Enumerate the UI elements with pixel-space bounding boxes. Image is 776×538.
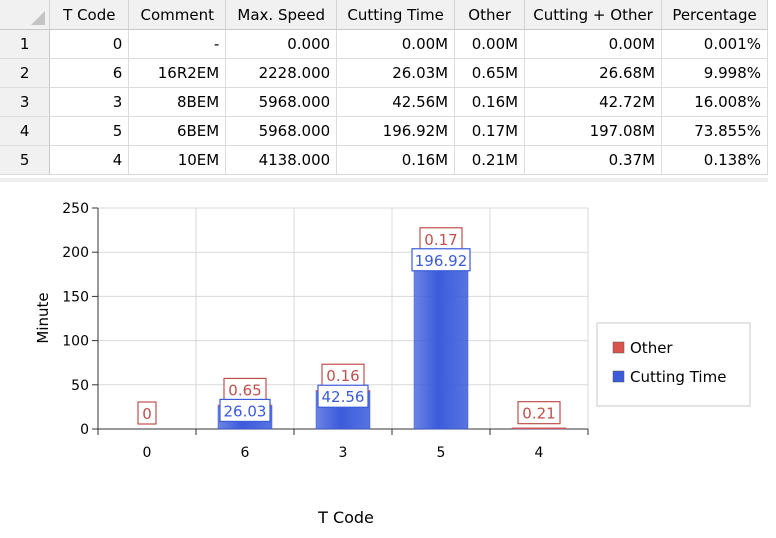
other-data-label: 0.21 <box>522 405 555 423</box>
row-number[interactable]: 3 <box>0 87 51 117</box>
cell-percentage[interactable]: 0.001% <box>661 29 768 59</box>
cell-cutting-time[interactable]: 0.00M <box>336 29 456 59</box>
x-tick-label: 4 <box>535 445 544 461</box>
cell-other[interactable]: 0.21M <box>454 145 526 175</box>
results-table: T Code Comment Max. Speed Cutting Time O… <box>0 0 768 175</box>
cell-tcode[interactable]: 4 <box>49 145 130 175</box>
other-data-label: 0.17 <box>424 231 457 249</box>
x-tick-label: 6 <box>241 445 250 461</box>
cell-tcode[interactable]: 5 <box>49 116 130 146</box>
y-tick-label: 150 <box>62 289 89 305</box>
y-tick-label: 0 <box>80 422 89 438</box>
cell-comment[interactable]: 6BEM <box>128 116 227 146</box>
cell-cutting-time[interactable]: 0.16M <box>336 145 456 175</box>
bar-other[interactable] <box>511 427 567 430</box>
chart-canvas: 0 50 100 150 200 250 0 6 3 5 4 0 0.65 26.03 0.16 42.5… <box>34 201 751 527</box>
x-tick-label: 0 <box>143 445 152 461</box>
cell-percentage[interactable]: 9.998% <box>661 58 768 88</box>
column-header-comment[interactable]: Comment <box>128 0 227 30</box>
cutting-data-label: 196.92 <box>415 252 468 270</box>
cell-max-speed[interactable]: 5968.000 <box>225 87 338 117</box>
results-grid: T Code Comment Max. Speed Cutting Time O… <box>0 0 768 182</box>
select-all-triangle-icon[interactable] <box>31 11 46 25</box>
bar-cutting-time[interactable] <box>413 254 469 430</box>
cell-percentage[interactable]: 73.855% <box>661 116 768 146</box>
y-tick-label: 200 <box>62 245 89 261</box>
column-header-percentage[interactable]: Percentage <box>661 0 768 30</box>
other-data-label-box <box>517 401 561 425</box>
cell-tcode[interactable]: 0 <box>49 29 130 59</box>
cell-cutting-time[interactable]: 42.56M <box>336 87 456 117</box>
y-tick-label: 250 <box>62 201 89 217</box>
cell-tcode[interactable]: 3 <box>49 87 130 117</box>
table-row[interactable]: 5 4 10EM 4138.000 0.16M 0.21M 0.37M 0.138% <box>0 145 768 175</box>
chart-data-labels: 0 0.65 26.03 0.16 42.56 0.17 196.92 0.21 <box>137 227 561 425</box>
cutting-data-label: 42.56 <box>322 388 365 406</box>
cutting-data-label-box <box>317 384 369 408</box>
column-header-other[interactable]: Other <box>454 0 526 30</box>
cell-cutting-other[interactable]: 26.68M <box>524 58 663 88</box>
row-number[interactable]: 2 <box>0 58 51 88</box>
cell-tcode[interactable]: 6 <box>49 58 130 88</box>
x-tick-label: 5 <box>437 445 446 461</box>
cutting-time-chart: 0 50 100 150 200 250 0 6 3 5 4 0 0.65 26.03 0.16 42.5… <box>0 188 776 534</box>
other-data-label-box <box>137 401 157 425</box>
cell-max-speed[interactable]: 2228.000 <box>225 58 338 88</box>
table-row[interactable]: 1 0-0.000 0.00M 0.00M 0.00M 0.001% <box>0 29 768 59</box>
other-data-label: 0 <box>142 405 152 423</box>
row-number[interactable]: 1 <box>0 29 51 59</box>
cell-other[interactable]: 0.16M <box>454 87 526 117</box>
table-row[interactable]: 2 6 16R2EM 2228.000 26.03M 0.65M 26.68M 9.998% <box>0 58 768 88</box>
cell-percentage[interactable]: 16.008% <box>661 87 768 117</box>
other-data-label: 0.65 <box>228 381 261 399</box>
cell-cutting-time[interactable]: 26.03M <box>336 58 456 88</box>
cell-cutting-other[interactable]: 42.72M <box>524 87 663 117</box>
cell-max-speed[interactable]: 5968.000 <box>225 116 338 146</box>
legend-label: Cutting Time <box>630 368 726 386</box>
cutting-data-label: 26.03 <box>224 402 267 420</box>
cell-max-speed[interactable]: 0.000 <box>225 29 338 59</box>
cutting-data-label-box <box>411 248 471 272</box>
cell-other[interactable]: 0.00M <box>454 29 526 59</box>
column-header-cutting-time[interactable]: Cutting Time <box>336 0 456 30</box>
table-header-row: T Code Comment Max. Speed Cutting Time O… <box>0 0 768 30</box>
row-number[interactable]: 5 <box>0 145 51 175</box>
legend-swatch <box>612 370 625 383</box>
cutting-data-label-box <box>219 398 271 423</box>
chart-gridlines <box>97 207 589 430</box>
table-row[interactable]: 4 5 6BEM 5968.000 196.92M 0.17M 197.08M 73.855% <box>0 116 768 146</box>
column-header-tcode[interactable]: T Code <box>49 0 130 30</box>
x-axis: 0 6 3 5 4 <box>97 428 589 461</box>
cell-cutting-other[interactable]: 0.37M <box>524 145 663 175</box>
grid-bottom-border <box>0 178 768 182</box>
column-header-max-speed[interactable]: Max. Speed <box>225 0 338 30</box>
cell-max-speed[interactable]: 4138.000 <box>225 145 338 175</box>
cell-percentage[interactable]: 0.138% <box>661 145 768 175</box>
cell-comment[interactable]: 8BEM <box>128 87 227 117</box>
legend-swatch <box>612 341 625 354</box>
legend-label: Other <box>630 339 673 357</box>
y-axis-title: Minute <box>34 292 52 343</box>
cell-other[interactable]: 0.17M <box>454 116 526 146</box>
cell-comment[interactable]: - <box>128 29 227 59</box>
select-all-corner[interactable] <box>0 0 51 30</box>
table-row[interactable]: 3 3 8BEM 5968.000 42.56M 0.16M 42.72M 16.008% <box>0 87 768 117</box>
column-header-cutting-other[interactable]: Cutting + Other <box>524 0 663 30</box>
cell-cutting-time[interactable]: 196.92M <box>336 116 456 146</box>
x-axis-title: T Code <box>317 508 374 527</box>
y-tick-label: 50 <box>71 378 89 394</box>
cell-cutting-other[interactable]: 0.00M <box>524 29 663 59</box>
legend-box <box>596 322 751 407</box>
cell-comment[interactable]: 16R2EM <box>128 58 227 88</box>
x-tick-label: 3 <box>339 445 348 461</box>
chart-legend: Other Cutting Time <box>596 322 751 407</box>
y-tick-label: 100 <box>62 334 89 350</box>
other-data-label: 0.16 <box>326 367 359 385</box>
cell-comment[interactable]: 10EM <box>128 145 227 175</box>
y-axis: 0 50 100 150 200 250 <box>62 201 99 438</box>
cell-cutting-other[interactable]: 197.08M <box>524 116 663 146</box>
row-number[interactable]: 4 <box>0 116 51 146</box>
cell-other[interactable]: 0.65M <box>454 58 526 88</box>
